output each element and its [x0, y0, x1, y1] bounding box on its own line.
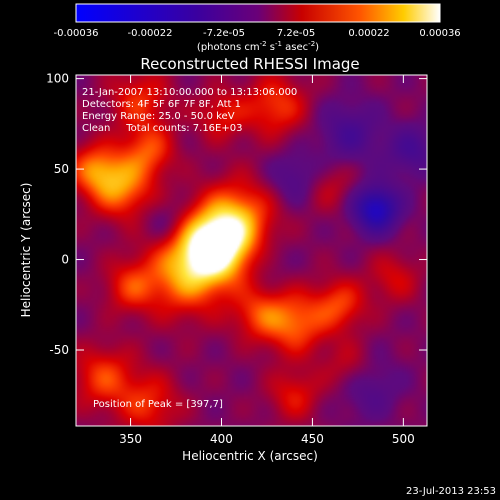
annotation-energy-range: Energy Range: 25.0 - 50.0 keV: [82, 111, 235, 122]
colorbar-tick-label: -7.2e-05: [203, 28, 245, 39]
y-axis-ticks: 100 50 0 -50: [46, 72, 427, 357]
heatmap-image: [76, 75, 427, 426]
x-axis-label: Heliocentric X (arcsec): [182, 449, 318, 463]
annotation-detectors: Detectors: 4F 5F 6F 7F 8F, Att 1: [82, 99, 241, 110]
annotation-time-range: 21-Jan-2007 13:10:00.000 to 13:13:06.000: [82, 87, 297, 98]
x-tick-label: 350: [119, 432, 142, 446]
x-axis-ticks: 350 400 450 500: [119, 75, 415, 446]
y-axis-label: Heliocentric Y (arcsec): [19, 183, 33, 318]
y-tick-label: 0: [61, 253, 69, 267]
footer-timestamp: 23-Jul-2013 23:53: [406, 486, 496, 497]
colorbar: [75, 3, 441, 23]
annotation-block: 21-Jan-2007 13:10:00.000 to 13:13:06.000…: [82, 87, 297, 134]
y-tick-label: 100: [46, 72, 69, 86]
x-tick-label: 500: [392, 432, 415, 446]
x-tick-label: 450: [301, 432, 324, 446]
colorbar-unit-label: (photons cm-2 s-1 asec-2): [197, 40, 319, 53]
peak-position-label: Position of Peak = [397,7]: [93, 399, 223, 410]
annotation-clean-counts: Clean Total counts: 7.16E+03: [82, 123, 242, 134]
x-tick-label: 400: [210, 432, 233, 446]
colorbar-tick-label: 0.00036: [419, 28, 460, 39]
colorbar-tick-label: 7.2e-05: [277, 28, 315, 39]
colorbar-tick-label: -0.00036: [54, 28, 99, 39]
colorbar-tick-label: -0.00022: [128, 28, 173, 39]
colorbar-tick-label: 0.00022: [348, 28, 389, 39]
plot-frame: [75, 74, 428, 427]
colorbar-ticks: -0.00036 -0.00022 -7.2e-05 7.2e-05 0.000…: [54, 28, 461, 39]
y-tick-label: -50: [49, 343, 69, 357]
y-tick-label: 50: [54, 162, 69, 176]
chart-title: Reconstructed RHESSI Image: [140, 55, 359, 73]
